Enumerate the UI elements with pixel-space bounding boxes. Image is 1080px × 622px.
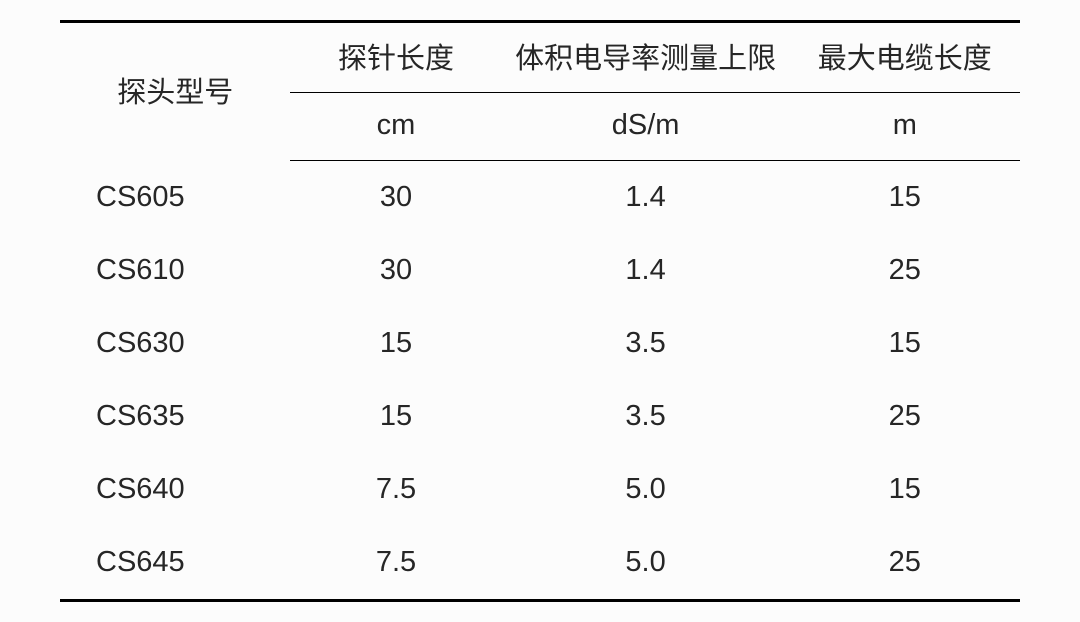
- cell-probe: 30: [290, 234, 501, 307]
- cell-cond: 3.5: [502, 307, 790, 380]
- cell-cond: 5.0: [502, 526, 790, 601]
- cell-model: CS645: [60, 526, 290, 601]
- cell-model: CS630: [60, 307, 290, 380]
- cell-probe: 7.5: [290, 526, 501, 601]
- cell-cable: 25: [790, 234, 1020, 307]
- cell-cable: 15: [790, 453, 1020, 526]
- col-unit-cond: dS/m: [502, 93, 790, 161]
- cell-model: CS605: [60, 161, 290, 235]
- table-row: CS605 30 1.4 15: [60, 161, 1020, 235]
- col-header-model-label: 探头型号: [117, 77, 233, 109]
- spec-table: 探头型号 探针长度 体积电导率测量上限 最大电缆长度 cm dS/m: [60, 20, 1020, 602]
- cell-probe: 15: [290, 307, 501, 380]
- cell-probe: 15: [290, 380, 501, 453]
- cell-model: CS640: [60, 453, 290, 526]
- cell-cond: 1.4: [502, 234, 790, 307]
- header-row-1: 探头型号 探针长度 体积电导率测量上限 最大电缆长度: [60, 22, 1020, 93]
- table-container: 探头型号 探针长度 体积电导率测量上限 最大电缆长度 cm dS/m: [0, 0, 1080, 622]
- table-body: CS605 30 1.4 15 CS610 30 1.4 25 CS630 15…: [60, 161, 1020, 601]
- col-header-cable-label: 最大电缆长度: [818, 43, 992, 75]
- table-row: CS630 15 3.5 15: [60, 307, 1020, 380]
- cell-cond: 1.4: [502, 161, 790, 235]
- col-header-probe-label: 探针长度: [338, 43, 454, 75]
- cell-cable: 15: [790, 307, 1020, 380]
- table-head: 探头型号 探针长度 体积电导率测量上限 最大电缆长度 cm dS/m: [60, 22, 1020, 161]
- cell-cable: 25: [790, 526, 1020, 601]
- cell-probe: 7.5: [290, 453, 501, 526]
- cell-model: CS610: [60, 234, 290, 307]
- col-header-cable: 最大电缆长度: [790, 22, 1020, 93]
- col-header-cond: 体积电导率测量上限: [502, 22, 790, 93]
- cell-probe: 30: [290, 161, 501, 235]
- col-unit-probe: cm: [290, 93, 501, 161]
- col-unit-cable-label: m: [893, 109, 917, 141]
- col-header-cond-label: 体积电导率测量上限: [515, 43, 776, 75]
- col-unit-cable: m: [790, 93, 1020, 161]
- col-header-model: 探头型号: [60, 22, 290, 161]
- table-row: CS610 30 1.4 25: [60, 234, 1020, 307]
- table-row: CS645 7.5 5.0 25: [60, 526, 1020, 601]
- cell-cable: 15: [790, 161, 1020, 235]
- col-header-probe: 探针长度: [290, 22, 501, 93]
- cell-cond: 3.5: [502, 380, 790, 453]
- table-row: CS635 15 3.5 25: [60, 380, 1020, 453]
- table-row: CS640 7.5 5.0 15: [60, 453, 1020, 526]
- cell-cond: 5.0: [502, 453, 790, 526]
- col-unit-probe-label: cm: [377, 109, 416, 141]
- col-unit-cond-label: dS/m: [612, 109, 680, 141]
- cell-model: CS635: [60, 380, 290, 453]
- cell-cable: 25: [790, 380, 1020, 453]
